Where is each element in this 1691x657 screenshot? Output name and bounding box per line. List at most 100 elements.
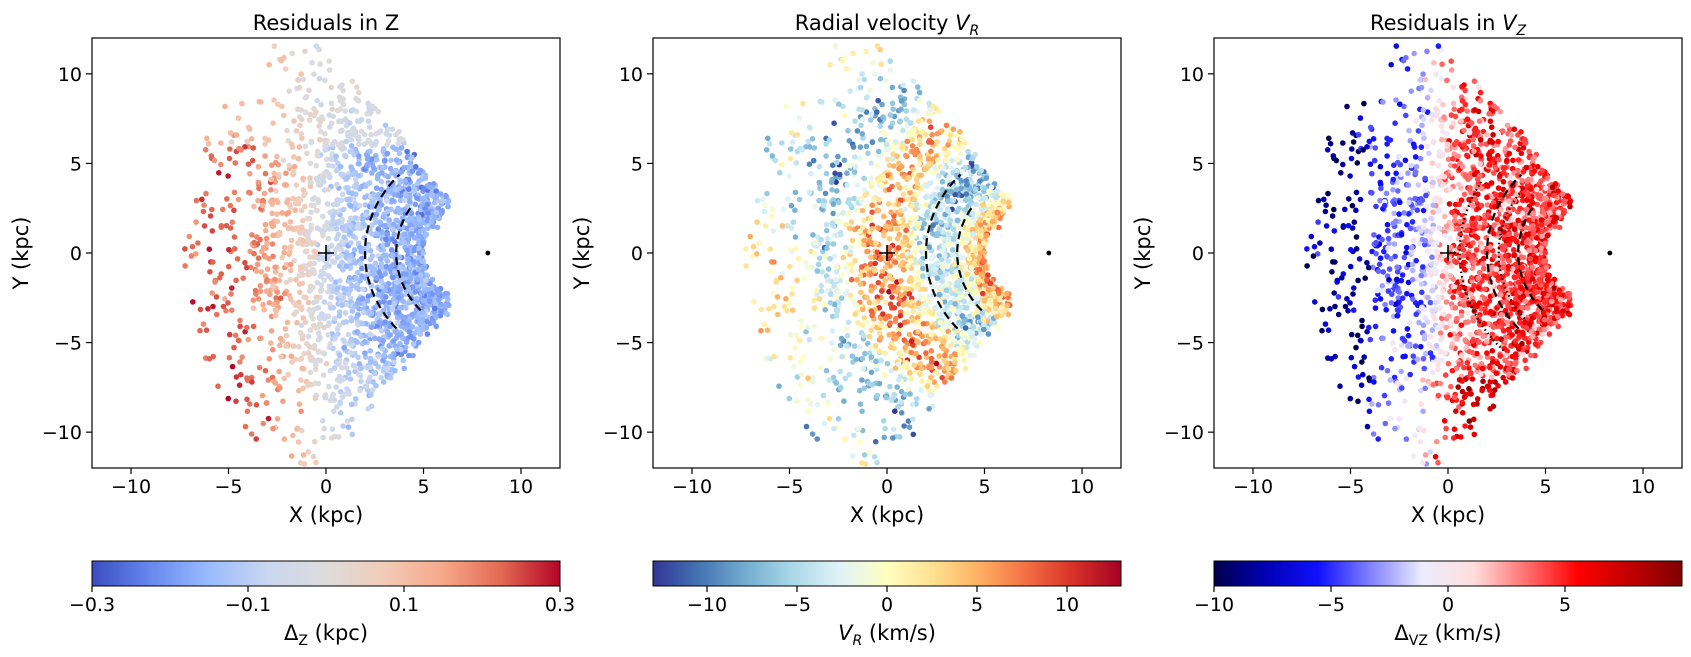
scatter-point — [311, 268, 317, 274]
scatter-point — [282, 66, 289, 72]
scatter-point — [380, 307, 387, 314]
scatter-point — [915, 300, 922, 307]
scatter-point — [888, 367, 895, 374]
scatter-point — [244, 408, 251, 415]
scatter-point — [264, 266, 271, 272]
scatter-point — [342, 360, 349, 366]
scatter-point — [421, 264, 428, 271]
scatter-point — [898, 399, 904, 406]
scatter-point — [1420, 377, 1426, 383]
scatter-point — [937, 319, 944, 326]
scatter-point — [887, 263, 893, 269]
scatter-point — [992, 298, 999, 305]
scatter-point — [398, 169, 405, 175]
scatter-point — [902, 234, 908, 240]
scatter-point — [418, 272, 424, 278]
scatter-point — [978, 233, 984, 239]
scatter-point — [242, 259, 248, 266]
scatter-point — [355, 354, 361, 361]
scatter-point — [962, 365, 968, 372]
scatter-point — [787, 246, 793, 253]
scatter-point — [425, 210, 431, 216]
scatter-point — [205, 140, 212, 147]
scatter-point — [857, 144, 864, 150]
scatter-point — [936, 226, 942, 232]
scatter-point — [349, 78, 356, 84]
scatter-point — [783, 103, 789, 110]
scatter-point — [1372, 145, 1379, 151]
y-tick-label: 5 — [631, 153, 643, 175]
scatter-point — [1484, 194, 1490, 201]
scatter-point — [321, 324, 328, 331]
scatter-point — [981, 185, 988, 191]
scatter-point — [874, 366, 880, 373]
scatter-point — [837, 368, 843, 375]
scatter-point — [193, 219, 199, 225]
scatter-point — [373, 230, 380, 237]
scatter-point — [298, 264, 304, 270]
scatter-point — [884, 172, 891, 179]
scatter-point — [762, 202, 768, 208]
scatter-point — [818, 288, 825, 295]
scatter-point — [1323, 202, 1329, 208]
scatter-point — [806, 161, 813, 167]
colorbar-tick-label: 0 — [881, 594, 893, 616]
scatter-point — [859, 460, 865, 466]
scatter-point — [1450, 100, 1457, 107]
scatter-point — [799, 371, 805, 378]
scatter-point — [844, 343, 850, 349]
scatter-point — [844, 261, 851, 268]
scatter-point — [329, 288, 336, 294]
scatter-point — [320, 372, 327, 378]
scatter-point — [920, 265, 926, 272]
scatter-point — [983, 277, 990, 283]
scatter-point — [318, 288, 324, 294]
scatter-point — [949, 247, 956, 253]
scatter-point — [250, 305, 257, 311]
scatter-point — [876, 178, 882, 184]
x-tick-label: 5 — [978, 476, 990, 498]
scatter-point — [311, 438, 318, 445]
scatter-point — [917, 141, 923, 147]
scatter-point — [879, 288, 885, 294]
scatter-point — [395, 140, 402, 147]
scatter-point — [835, 289, 842, 295]
scatter-point — [896, 218, 902, 225]
scatter-point — [822, 190, 829, 197]
scatter-point — [346, 391, 352, 397]
scatter-point — [402, 191, 409, 197]
scatter-point — [933, 335, 939, 342]
scatter-point — [237, 359, 243, 365]
scatter-point — [951, 338, 958, 344]
scatter-point — [908, 222, 915, 228]
scatter-point — [871, 453, 878, 460]
scatter-point — [874, 162, 881, 169]
scatter-point — [939, 278, 946, 285]
scatter-point — [250, 323, 257, 330]
scatter-point — [318, 268, 325, 275]
scatter-point — [314, 152, 321, 159]
scatter-point — [930, 253, 937, 259]
scatter-point — [855, 319, 861, 326]
scatter-point — [761, 321, 768, 327]
scatter-point — [258, 335, 264, 342]
scatter-point — [809, 431, 816, 437]
scatter-point — [851, 195, 857, 202]
scatter-point — [854, 128, 861, 134]
scatter-point — [763, 147, 770, 153]
scatter-point — [337, 292, 343, 299]
scatter-point — [788, 130, 795, 136]
scatter-point — [879, 282, 886, 288]
scatter-point — [286, 88, 293, 94]
scatter-point — [346, 189, 352, 196]
scatter-point — [811, 323, 818, 330]
scatter-point — [909, 240, 915, 246]
scatter-point — [857, 343, 863, 350]
scatter-point — [876, 304, 883, 311]
scatter-point — [1556, 224, 1563, 231]
scatter-point — [785, 196, 791, 202]
scatter-point — [939, 179, 946, 185]
scatter-point — [954, 217, 960, 224]
scatter-points — [1304, 43, 1574, 467]
scatter-point — [1353, 189, 1360, 196]
